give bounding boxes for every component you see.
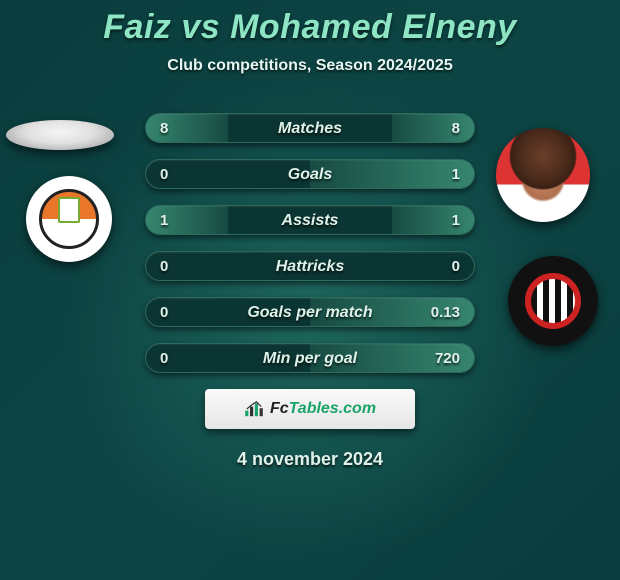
stat-row: 01Goals <box>145 159 475 189</box>
stat-label: Goals <box>146 160 474 190</box>
snapshot-date: 4 november 2024 <box>0 449 620 470</box>
stat-row: 00Hattricks <box>145 251 475 281</box>
stat-row: 0720Min per goal <box>145 343 475 373</box>
stats-list: 88Matches 01Goals 11Assists 00Hattricks 00.1… <box>0 113 620 373</box>
stat-row: 11Assists <box>145 205 475 235</box>
page-title: Faiz vs Mohamed Elneny <box>0 0 620 47</box>
stat-row: 88Matches <box>145 113 475 143</box>
stat-label: Min per goal <box>146 344 474 374</box>
comparison-card: Faiz vs Mohamed Elneny Club competitions… <box>0 0 620 580</box>
stat-label: Assists <box>146 206 474 236</box>
stat-row: 00.13Goals per match <box>145 297 475 327</box>
brand-prefix: Fc <box>270 400 289 417</box>
stat-label: Goals per match <box>146 298 474 328</box>
brand-badge[interactable]: FcTables.com <box>205 389 415 429</box>
brand-suffix: Tables.com <box>289 400 376 417</box>
chart-icon <box>244 401 264 417</box>
stat-label: Hattricks <box>146 252 474 282</box>
season-subtitle: Club competitions, Season 2024/2025 <box>0 57 620 75</box>
stat-label: Matches <box>146 114 474 144</box>
brand-text: FcTables.com <box>270 400 376 418</box>
